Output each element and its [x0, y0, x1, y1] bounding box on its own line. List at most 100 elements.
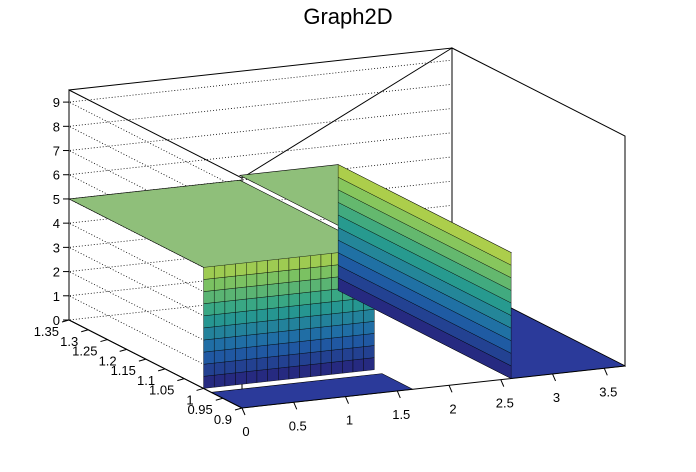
wall-cell-13-4: [342, 311, 354, 326]
y-tick-label-8: 1.3: [60, 334, 78, 349]
grid-line-z-8: [67, 83, 453, 215]
wall-cell-10-9: [310, 254, 322, 269]
wall-cell-1-2: [214, 349, 226, 364]
wall-cell-13-5: [342, 299, 354, 313]
grid-line-z-9: [67, 59, 453, 191]
z-tick-label-7: 7: [53, 144, 60, 159]
wall-cell-6-9: [267, 258, 279, 273]
z-tick-label-5: 5: [53, 192, 60, 207]
wall-cell-5-0: [256, 369, 268, 383]
wall-cell-3-7: [235, 286, 247, 301]
wall-cell-4-3: [246, 333, 258, 348]
y-tick-label-4: 1.1: [137, 373, 155, 388]
wall-cell-5-1: [256, 356, 268, 371]
wall-cell-0-1: [203, 362, 215, 377]
wall-cell-15-4: [363, 308, 375, 323]
wall-cell-6-2: [267, 343, 279, 358]
wall-cell-8-4: [288, 317, 300, 331]
wall-cell-8-5: [288, 305, 300, 319]
x-tick-label-6: 3: [553, 390, 560, 405]
wall-cell-3-6: [235, 298, 247, 313]
wall-cell-12-1: [331, 348, 343, 363]
wall-cell-14-2: [352, 334, 364, 349]
wall-cell-5-6: [256, 296, 268, 311]
wall-cell-10-7: [310, 278, 322, 293]
wall-cell-4-6: [246, 297, 258, 312]
wall-cell-11-8: [320, 265, 332, 279]
wall-cell-4-1: [246, 358, 258, 372]
wall-cell-2-1: [224, 360, 236, 375]
wall-cell-6-3: [267, 331, 279, 346]
wall-cell-9-7: [299, 279, 311, 294]
wall-cell-12-5: [331, 300, 343, 315]
y-tick-mark-6: [119, 348, 127, 352]
wall-cell-3-3: [235, 335, 247, 349]
wall-cell-0-8: [203, 278, 215, 292]
grid-line-z-7: [67, 108, 453, 239]
y-tick-mark-8: [81, 329, 89, 333]
wall-cell-9-4: [299, 315, 311, 330]
z-tick-label-2: 2: [53, 265, 60, 280]
z-tick-label-3: 3: [53, 240, 60, 255]
y-tick-mark-1: [215, 397, 223, 401]
z-tick-label-1: 1: [53, 289, 60, 304]
y-tick-mark-2: [196, 387, 204, 391]
ridge-wall-cell-9: [337, 164, 512, 266]
y-tick-mark-3: [177, 378, 185, 382]
y-tick-label-7: 1.25: [72, 344, 97, 359]
wall-cell-9-5: [299, 303, 311, 318]
wall-cell-8-8: [288, 268, 300, 283]
z-tick-label-0: 0: [53, 313, 60, 328]
wall-cell-13-3: [342, 323, 354, 338]
wall-cell-5-4: [256, 320, 268, 335]
wall-cell-7-2: [278, 342, 290, 357]
wall-cell-2-6: [224, 299, 236, 314]
wall-cell-15-0: [363, 357, 375, 372]
wall-cell-3-8: [235, 274, 247, 289]
wall-cell-3-4: [235, 323, 247, 337]
wall-cell-11-0: [320, 362, 332, 376]
wall-cell-4-0: [246, 370, 258, 384]
wall-cell-11-3: [320, 325, 332, 340]
wall-cell-8-3: [288, 329, 300, 343]
z-tick-label-9: 9: [53, 95, 60, 110]
x-tick-label-4: 2: [449, 401, 456, 416]
wall-cell-11-6: [320, 289, 332, 304]
wall-cell-1-5: [214, 313, 226, 327]
wall-cell-11-9: [320, 253, 332, 267]
wall-cell-6-5: [267, 307, 279, 322]
wall-cell-5-2: [256, 344, 268, 359]
chart-title: Graph2D: [303, 4, 393, 29]
wall-cell-10-0: [310, 363, 322, 377]
wall-cell-10-2: [310, 339, 322, 353]
wall-cell-1-3: [214, 337, 226, 352]
x-tick-mark-3: [396, 390, 401, 399]
wall-cell-9-0: [299, 364, 311, 379]
z-tick-label-8: 8: [53, 119, 60, 134]
wall-cell-6-1: [267, 355, 279, 370]
wall-cell-13-2: [342, 335, 354, 350]
wall-cell-10-4: [310, 314, 322, 329]
wall-cell-7-0: [278, 366, 290, 381]
wall-cell-8-1: [288, 353, 300, 368]
wall-cell-5-9: [256, 260, 268, 274]
wall-cell-6-0: [267, 367, 279, 382]
wall-cell-4-8: [246, 273, 258, 288]
wall-cell-0-7: [203, 290, 215, 304]
wall-cell-4-4: [246, 321, 258, 336]
wall-cell-0-2: [203, 350, 215, 365]
wall-cell-14-1: [352, 346, 364, 361]
x-tick-label-2: 1: [346, 413, 353, 428]
wall-cell-11-1: [320, 349, 332, 364]
wall-cell-2-2: [224, 348, 236, 363]
wall-cell-14-3: [352, 322, 364, 336]
wall-cell-3-0: [235, 371, 247, 386]
x-tick-label-1: 0.5: [289, 418, 307, 433]
y-tick-mark-7: [100, 339, 108, 343]
wall-cell-2-0: [224, 372, 236, 387]
wall-cell-5-5: [256, 308, 268, 323]
wall-cell-14-0: [352, 358, 364, 373]
grid-line-z-6: [67, 132, 453, 264]
wall-cell-10-3: [310, 326, 322, 341]
wall-cell-3-2: [235, 347, 247, 361]
